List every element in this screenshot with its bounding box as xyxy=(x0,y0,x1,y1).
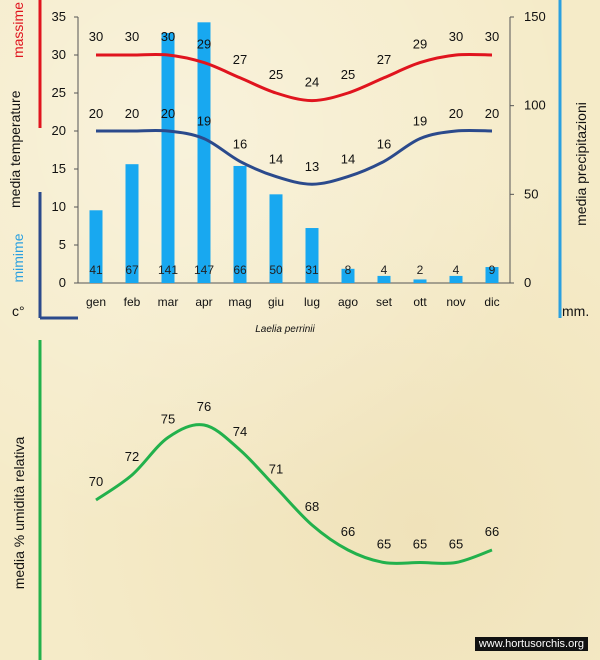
month-label: giu xyxy=(268,295,284,309)
left-tick-label: 0 xyxy=(59,275,66,290)
humidity-value-label: 65 xyxy=(377,537,391,552)
precipitation-unit: mm. xyxy=(562,303,590,319)
max-temp-value-label: 25 xyxy=(269,67,283,82)
month-label: ott xyxy=(413,295,427,309)
month-label: mar xyxy=(158,295,179,309)
left-tick-label: 15 xyxy=(52,161,66,176)
left-tick-label: 10 xyxy=(52,199,66,214)
humidity-value-label: 75 xyxy=(161,412,175,427)
min-temp-value-label: 16 xyxy=(377,136,391,151)
month-label: nov xyxy=(446,295,465,309)
min-temp-value-label: 20 xyxy=(89,106,103,121)
precip-bar xyxy=(269,194,283,283)
temperature-precipitation-chart: 0 5 10 15 20 25 30 35 0 50 100 150 41 67 141 147 66 50 31 8… xyxy=(38,0,562,320)
month-label: apr xyxy=(195,295,212,309)
humidity-value-label: 74 xyxy=(233,424,247,439)
right-tick-label: 100 xyxy=(524,98,546,113)
humidity-chart: 70 72 75 76 74 71 68 66 65 65 65 66 xyxy=(38,340,499,660)
max-temp-value-label: 30 xyxy=(125,29,139,44)
max-temp-value-label: 24 xyxy=(305,75,319,90)
min-temp-value-label: 20 xyxy=(449,106,463,121)
precip-value-label: 66 xyxy=(233,263,247,277)
max-temp-value-label: 30 xyxy=(89,29,103,44)
precip-bar xyxy=(341,268,355,283)
min-temp-value-label: 16 xyxy=(233,136,247,151)
right-tick-label: 150 xyxy=(524,9,546,24)
precip-value-label: 41 xyxy=(89,263,103,277)
left-tick-label: 20 xyxy=(52,123,66,138)
precip-bar xyxy=(377,275,391,283)
max-temp-value-label: 25 xyxy=(341,67,355,82)
precip-bar xyxy=(485,267,499,283)
precip-bar xyxy=(161,32,175,284)
month-label: gen xyxy=(86,295,106,309)
right-tick-label: 50 xyxy=(524,186,538,201)
site-watermark: www.hortusorchis.org xyxy=(474,637,588,651)
min-temp-value-label: 20 xyxy=(485,106,499,121)
max-temp-value-label: 30 xyxy=(449,29,463,44)
max-temp-value-label: 30 xyxy=(485,29,499,44)
left-tick-label: 5 xyxy=(59,237,66,252)
min-temp-value-label: 14 xyxy=(341,152,355,167)
humidity-value-label: 71 xyxy=(269,462,283,477)
precip-value-label: 147 xyxy=(194,263,214,277)
humidity-value-label: 65 xyxy=(449,537,463,552)
max-temp-value-label: 29 xyxy=(413,37,427,52)
humidity-value-label: 70 xyxy=(89,474,103,489)
precip-bar xyxy=(413,279,427,283)
left-tick-label: 35 xyxy=(52,9,66,24)
humidity-line xyxy=(95,423,493,565)
month-label: mag xyxy=(228,295,251,309)
precipitation-axis-label: media precipitazioni xyxy=(573,102,589,226)
precip-bar xyxy=(305,228,319,283)
max-temp-value-label: 29 xyxy=(197,37,211,52)
max-temp-value-label: 30 xyxy=(161,29,175,44)
min-temp-label: mimime xyxy=(10,233,26,283)
left-tick-label: 30 xyxy=(52,47,66,62)
humidity-value-label: 68 xyxy=(305,499,319,514)
left-tick-label: 25 xyxy=(52,85,66,100)
humidity-axis-label: media % umidità relativa xyxy=(11,436,27,590)
precip-value-label: 4 xyxy=(381,263,388,277)
precip-value-label: 67 xyxy=(125,263,139,277)
precip-bar xyxy=(197,22,211,283)
precip-value-label: 8 xyxy=(345,263,352,277)
min-temp-value-label: 13 xyxy=(305,159,319,174)
temperature-unit: c° xyxy=(12,303,25,319)
humidity-value-label: 76 xyxy=(197,399,211,414)
right-tick-label: 0 xyxy=(524,275,531,290)
humidity-value-label: 66 xyxy=(341,524,355,539)
month-label: feb xyxy=(124,295,141,309)
precip-value-label: 2 xyxy=(417,263,424,277)
month-label: ago xyxy=(338,295,358,309)
max-temp-label: massime xyxy=(10,2,26,59)
min-temp-line xyxy=(96,128,493,186)
precip-bar xyxy=(125,164,139,283)
min-temp-value-label: 19 xyxy=(197,114,211,129)
month-label: set xyxy=(376,295,393,309)
humidity-value-label: 72 xyxy=(125,449,139,464)
precip-bar xyxy=(449,275,463,283)
max-temp-line xyxy=(96,52,493,103)
humidity-value-label: 65 xyxy=(413,537,427,552)
precip-bar xyxy=(89,210,103,283)
month-label: lug xyxy=(304,295,320,309)
min-temp-value-label: 20 xyxy=(161,106,175,121)
mean-temperature-label: media temperature xyxy=(7,90,23,208)
min-temp-value-label: 19 xyxy=(413,114,427,129)
max-temp-value-label: 27 xyxy=(233,52,247,67)
species-title: Laelia perrinii xyxy=(255,324,315,335)
humidity-value-label: 66 xyxy=(485,524,499,539)
precip-value-label: 50 xyxy=(269,263,283,277)
precip-value-label: 4 xyxy=(453,263,460,277)
precip-bar xyxy=(233,165,247,283)
month-label: dic xyxy=(484,295,499,309)
precip-value-label: 9 xyxy=(489,263,496,277)
precip-value-label: 31 xyxy=(305,263,319,277)
max-temp-value-label: 27 xyxy=(377,52,391,67)
precip-value-label: 141 xyxy=(158,263,178,277)
min-temp-value-label: 14 xyxy=(269,152,283,167)
min-temp-value-label: 20 xyxy=(125,106,139,121)
